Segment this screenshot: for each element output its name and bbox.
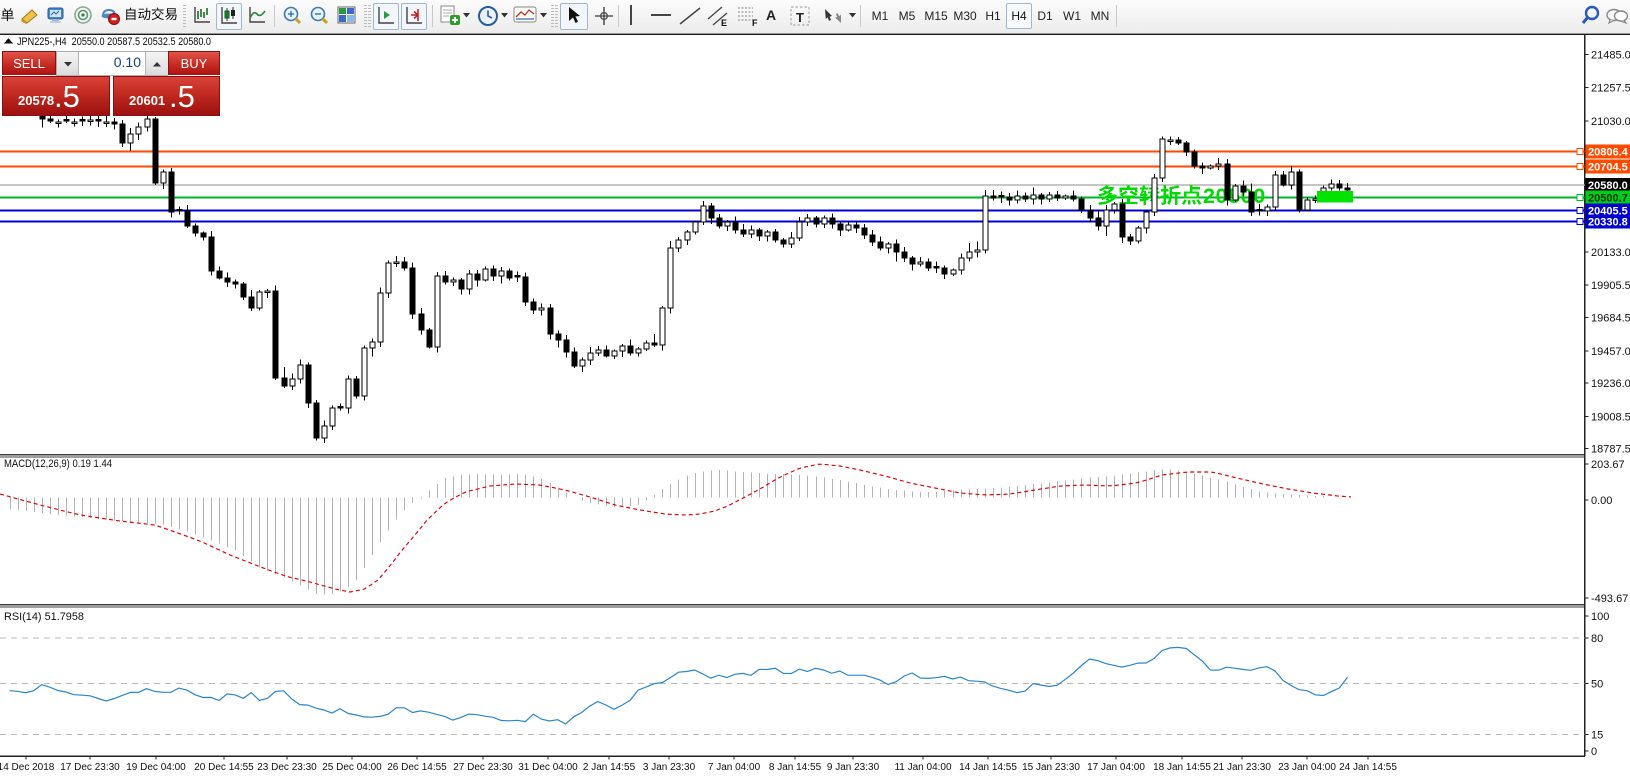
svg-text:17 Dec 23:30: 17 Dec 23:30: [60, 762, 120, 773]
svg-text:17 Jan 04:00: 17 Jan 04:00: [1087, 762, 1145, 773]
svg-text:15 Jan 23:30: 15 Jan 23:30: [1022, 762, 1080, 773]
svg-text:19236.0: 19236.0: [1591, 378, 1630, 390]
svg-text:-493.67: -493.67: [1591, 593, 1628, 605]
svg-text:20500.7: 20500.7: [1588, 193, 1628, 205]
svg-text:15: 15: [1591, 730, 1603, 742]
svg-text:31 Dec 04:00: 31 Dec 04:00: [518, 762, 578, 773]
svg-text:50: 50: [1591, 679, 1603, 691]
svg-text:3 Jan 23:30: 3 Jan 23:30: [643, 762, 696, 773]
svg-text:0.00: 0.00: [1591, 495, 1612, 507]
svg-text:19457.0: 19457.0: [1591, 346, 1630, 358]
svg-text:MACD(12,26,9) 0.19 1.44: MACD(12,26,9) 0.19 1.44: [4, 458, 112, 470]
svg-text:20330.8: 20330.8: [1588, 217, 1628, 229]
svg-text:21 Jan 23:30: 21 Jan 23:30: [1213, 762, 1271, 773]
svg-text:7 Jan 04:00: 7 Jan 04:00: [708, 762, 761, 773]
svg-text:JPN225-,H4 20550.0 20587.5 20: JPN225-,H4 20550.0 20587.5 20532.5 20580…: [17, 36, 211, 48]
svg-text:21030.0: 21030.0: [1591, 116, 1630, 128]
svg-text:E: E: [721, 18, 727, 27]
svg-text:F: F: [752, 18, 758, 27]
svg-text:20 Dec 14:55: 20 Dec 14:55: [194, 762, 254, 773]
svg-text:203.67: 203.67: [1591, 459, 1625, 471]
svg-text:19008.5: 19008.5: [1591, 411, 1630, 423]
svg-text:25 Dec 04:00: 25 Dec 04:00: [322, 762, 382, 773]
svg-text:20580.0: 20580.0: [1588, 180, 1628, 192]
svg-text:27 Dec 23:30: 27 Dec 23:30: [453, 762, 513, 773]
svg-text:2 Jan 14:55: 2 Jan 14:55: [583, 762, 636, 773]
svg-text:24 Jan 14:55: 24 Jan 14:55: [1339, 762, 1397, 773]
svg-text:9 Jan 23:30: 9 Jan 23:30: [827, 762, 880, 773]
svg-text:80: 80: [1591, 633, 1603, 645]
svg-text:100: 100: [1591, 611, 1609, 623]
svg-text:0: 0: [1591, 746, 1597, 758]
svg-text:21485.0: 21485.0: [1591, 49, 1630, 61]
svg-text:8 Jan 14:55: 8 Jan 14:55: [769, 762, 822, 773]
svg-text:20133.0: 20133.0: [1591, 247, 1630, 259]
svg-text:21257.5: 21257.5: [1591, 83, 1630, 95]
svg-text:14 Dec 2018: 14 Dec 2018: [0, 762, 55, 773]
svg-text:T: T: [796, 10, 804, 25]
svg-text:19684.5: 19684.5: [1591, 313, 1630, 325]
svg-text:RSI(14) 51.7958: RSI(14) 51.7958: [4, 611, 84, 623]
svg-text:23 Dec 23:30: 23 Dec 23:30: [257, 762, 317, 773]
svg-text:19905.5: 19905.5: [1591, 280, 1630, 292]
svg-text:23 Jan 04:00: 23 Jan 04:00: [1278, 762, 1336, 773]
svg-text:18 Jan 14:55: 18 Jan 14:55: [1153, 762, 1211, 773]
svg-text:11 Jan 04:00: 11 Jan 04:00: [894, 762, 952, 773]
svg-text:26 Dec 14:55: 26 Dec 14:55: [387, 762, 447, 773]
svg-text:14 Jan 14:55: 14 Jan 14:55: [959, 762, 1017, 773]
svg-text:20806.4: 20806.4: [1588, 147, 1629, 159]
svg-text:20704.5: 20704.5: [1588, 162, 1628, 174]
svg-text:19 Dec 04:00: 19 Dec 04:00: [126, 762, 186, 773]
svg-text:18787.5: 18787.5: [1591, 444, 1630, 456]
